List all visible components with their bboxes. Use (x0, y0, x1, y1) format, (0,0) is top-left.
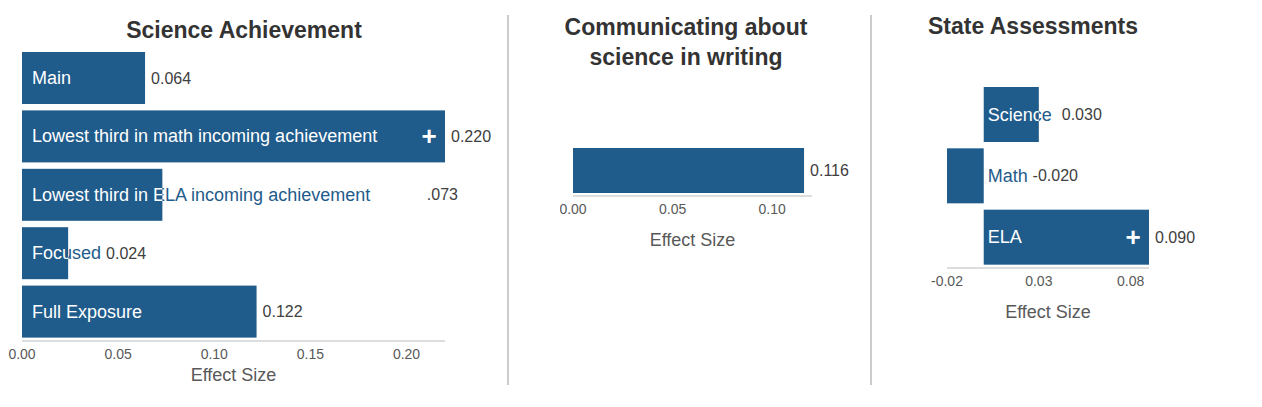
svg-text:Effect Size: Effect Size (650, 230, 736, 250)
svg-text:0.08: 0.08 (1117, 273, 1144, 289)
svg-text:0.03: 0.03 (1025, 273, 1052, 289)
svg-text:0.00: 0.00 (560, 201, 587, 217)
svg-text:Focused: Focused (32, 243, 101, 263)
svg-text:0.064: 0.064 (151, 70, 191, 87)
svg-text:0.20: 0.20 (393, 346, 420, 362)
svg-text:+: + (421, 121, 436, 151)
svg-text:-0.020: -0.020 (1033, 167, 1078, 184)
svg-text:Lowest third in ELA incoming a: Lowest third in ELA incoming achievement (32, 185, 370, 205)
svg-text:Math: Math (988, 166, 1028, 186)
svg-text:Science: Science (988, 105, 1052, 125)
svg-text:0.122: 0.122 (263, 303, 303, 320)
svg-text:0.116: 0.116 (810, 162, 849, 179)
svg-text:ELA: ELA (988, 227, 1022, 247)
svg-text:0.10: 0.10 (201, 346, 228, 362)
html-text:Science Achievement: Science Achievement (126, 17, 362, 43)
svg-text:0.15: 0.15 (297, 346, 324, 362)
svg-text:0.05: 0.05 (659, 201, 686, 217)
svg-text:Science: Science (988, 105, 1039, 125)
svg-text:0.10: 0.10 (759, 201, 786, 217)
svg-text:Effect Size: Effect Size (1005, 302, 1091, 322)
svg-text:Full Exposure: Full Exposure (32, 302, 142, 322)
svg-text:Full Exposure: Full Exposure (32, 302, 142, 322)
svg-text:0.090: 0.090 (1155, 229, 1195, 246)
svg-text:.073: .073 (427, 186, 458, 203)
html-text:Communicating about science in: Communicating about science in writing (564, 14, 808, 70)
svg-text:0.220: 0.220 (451, 128, 491, 145)
html-text:State Assessments: State Assessments (928, 13, 1138, 39)
svg-text:0.00: 0.00 (8, 346, 35, 362)
svg-text:Focused: Focused (32, 243, 68, 263)
svg-text:0.024: 0.024 (106, 245, 146, 262)
svg-text:-0.02: -0.02 (931, 273, 963, 289)
svg-text:Lowest third in math incoming: Lowest third in math incoming achievemen… (32, 126, 377, 146)
svg-text:0.030: 0.030 (1062, 106, 1102, 123)
svg-text:Effect Size: Effect Size (191, 365, 277, 385)
svg-text:Main: Main (32, 68, 71, 88)
svg-text:Main: Main (32, 68, 71, 88)
svg-text:Lowest third in math incoming: Lowest third in math incoming achievemen… (32, 126, 377, 146)
svg-text:+: + (1125, 222, 1140, 252)
svg-text:Lowest third in ELA incoming a: Lowest third in ELA incoming achievement (32, 185, 162, 205)
svg-text:0.05: 0.05 (105, 346, 132, 362)
svg-text:ELA: ELA (988, 227, 1022, 247)
